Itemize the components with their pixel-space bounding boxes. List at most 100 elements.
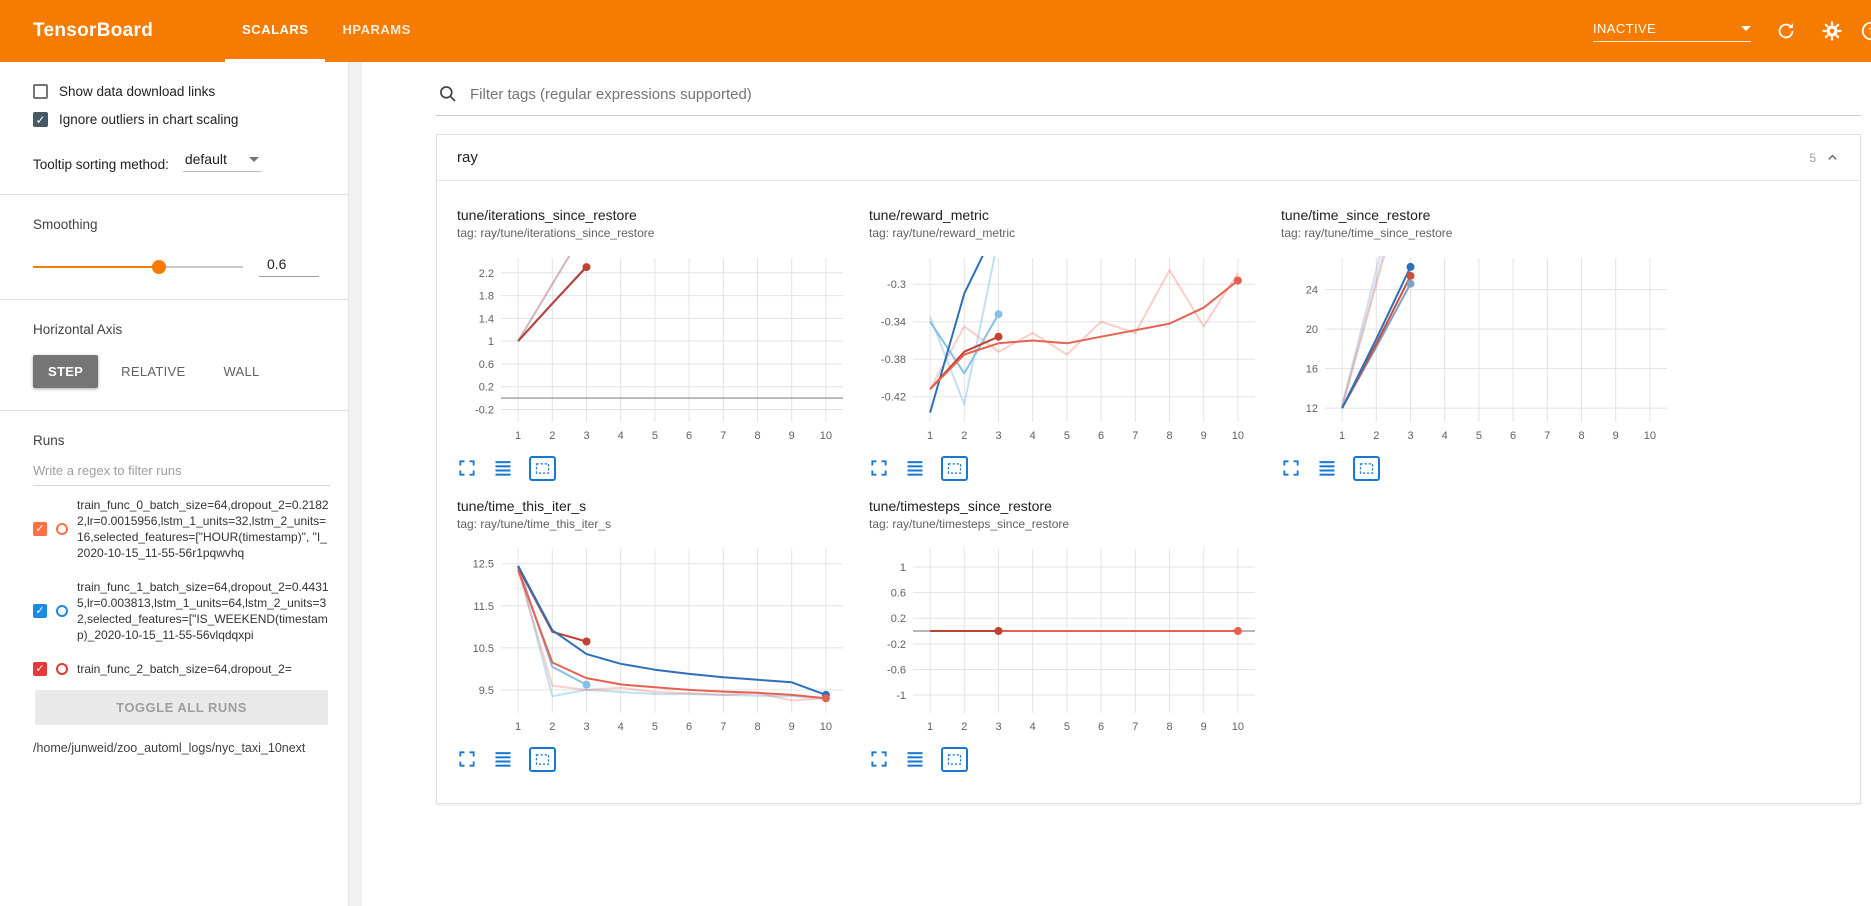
scrollbar[interactable] xyxy=(348,62,362,906)
topbar: TensorBoard SCALARS HPARAMS INACTIVE xyxy=(0,0,1871,62)
toggle-all-runs-button[interactable]: TOGGLE ALL RUNS xyxy=(35,690,328,725)
fullscreen-icon[interactable] xyxy=(1281,458,1301,478)
chart-plot[interactable]: 1 2 3 4 5 6 7 8 9 10 -0.2 0.2 0.6 1 1.4 1.8 2.2 xyxy=(457,250,849,450)
axis-button-relative[interactable]: RELATIVE xyxy=(121,364,186,379)
fullscreen-icon[interactable] xyxy=(457,458,477,478)
svg-text:3: 3 xyxy=(1407,430,1413,442)
svg-text:1.4: 1.4 xyxy=(479,313,494,325)
run-list: ✓ train_func_0_batch_size=64,dropout_2=0.… xyxy=(33,488,330,688)
fullscreen-icon[interactable] xyxy=(869,458,889,478)
svg-text:9: 9 xyxy=(789,721,795,733)
sidebar-checkbox-row[interactable]: ✓ Ignore outliers in chart scaling xyxy=(33,112,330,127)
run-color-radio[interactable] xyxy=(56,605,68,617)
sidebar: Show data download links ✓ Ignore outliers… xyxy=(0,62,348,906)
smoothing-value[interactable]: 0.6 xyxy=(259,256,319,277)
run-item[interactable]: ✓ train_func_0_batch_size=64,dropout_2=0.… xyxy=(33,488,330,570)
search-icon xyxy=(438,84,458,104)
tag-group-header[interactable]: ray 5 xyxy=(437,135,1860,181)
svg-text:1: 1 xyxy=(900,562,906,574)
chevron-up-icon[interactable] xyxy=(1825,150,1840,165)
expand-lines-icon[interactable] xyxy=(493,749,513,769)
expand-lines-icon[interactable] xyxy=(905,749,925,769)
run-selector-icon[interactable] xyxy=(941,455,968,481)
run-selector-icon[interactable] xyxy=(529,746,556,772)
axis-button-wall[interactable]: WALL xyxy=(223,364,260,379)
expand-lines-icon[interactable] xyxy=(493,458,513,478)
run-checkbox[interactable]: ✓ xyxy=(33,604,47,618)
run-color-radio[interactable] xyxy=(56,663,68,675)
checkbox-icon[interactable]: ✓ xyxy=(33,112,48,127)
sidebar-checkbox-row[interactable]: Show data download links xyxy=(33,84,330,99)
svg-text:11.5: 11.5 xyxy=(473,601,494,613)
run-checkbox[interactable]: ✓ xyxy=(33,662,47,676)
refresh-icon[interactable] xyxy=(1775,20,1797,42)
svg-text:2: 2 xyxy=(961,721,967,733)
svg-text:-0.42: -0.42 xyxy=(881,392,906,404)
svg-text:6: 6 xyxy=(686,721,692,733)
svg-text:3: 3 xyxy=(995,430,1001,442)
divider xyxy=(0,410,348,411)
fullscreen-icon[interactable] xyxy=(869,749,889,769)
tag-filter-input[interactable] xyxy=(470,85,1859,103)
tab-scalars[interactable]: SCALARS xyxy=(225,0,326,62)
chart-iterations_since_restore: tune/iterations_since_restore tag: ray/tu… xyxy=(457,207,859,482)
run-color-radio[interactable] xyxy=(56,523,68,535)
tooltip-sorting-select[interactable]: default xyxy=(182,151,261,172)
svg-text:1: 1 xyxy=(927,721,933,733)
run-filter-input[interactable] xyxy=(33,463,330,486)
help-icon[interactable]: ? xyxy=(1860,20,1871,42)
svg-text:7: 7 xyxy=(1132,721,1138,733)
runs-label: Runs xyxy=(33,433,65,448)
run-item[interactable]: ✓ train_func_2_batch_size=64,dropout_2= xyxy=(33,652,330,686)
run-selector-icon[interactable] xyxy=(941,746,968,772)
chart-toolbar xyxy=(869,745,1271,773)
chart-plot[interactable]: 1 2 3 4 5 6 7 8 9 10 -0.42 -0.38 -0.34 -0.3 xyxy=(869,250,1261,450)
gear-icon[interactable] xyxy=(1821,20,1843,42)
fullscreen-icon[interactable] xyxy=(457,749,477,769)
svg-text:?: ? xyxy=(1868,27,1871,38)
chart-count: 5 xyxy=(1809,150,1816,165)
chart-title: tune/iterations_since_restore xyxy=(457,207,637,223)
tag-group-meta: 5 xyxy=(1809,150,1840,165)
chart-plot[interactable]: 1 2 3 4 5 6 7 8 9 10 9.5 10.5 11.5 12.5 xyxy=(457,541,849,741)
chart-plot[interactable]: 1 2 3 4 5 6 7 8 9 10 -1 -0.6 -0.2 0.2 0.6 1 xyxy=(869,541,1261,741)
svg-text:10: 10 xyxy=(1232,430,1244,442)
run-selector-icon[interactable] xyxy=(529,455,556,481)
svg-text:3: 3 xyxy=(995,721,1001,733)
svg-text:2: 2 xyxy=(549,430,555,442)
chart-toolbar xyxy=(1281,454,1683,482)
svg-text:-0.34: -0.34 xyxy=(881,317,906,329)
horizontal-axis-buttons: STEP RELATIVE WALL xyxy=(33,355,330,388)
smoothing-label: Smoothing xyxy=(33,217,98,232)
run-selector-icon[interactable] xyxy=(1353,455,1380,481)
axis-button-step[interactable]: STEP xyxy=(33,355,99,388)
svg-text:8: 8 xyxy=(1166,430,1172,442)
svg-text:7: 7 xyxy=(720,721,726,733)
run-name: train_func_0_batch_size=64,dropout_2=0.2… xyxy=(77,498,329,560)
status-dropdown[interactable]: INACTIVE xyxy=(1593,21,1751,42)
checkbox-icon[interactable] xyxy=(33,84,48,99)
chart-tag: tag: ray/tune/time_this_iter_s xyxy=(457,517,612,531)
chart-time_since_restore: tune/time_since_restore tag: ray/tune/tim… xyxy=(1281,207,1683,482)
svg-text:4: 4 xyxy=(1442,430,1448,442)
tab-hparams[interactable]: HPARAMS xyxy=(342,22,411,37)
divider xyxy=(0,194,348,195)
svg-text:9.5: 9.5 xyxy=(479,685,494,697)
svg-text:10: 10 xyxy=(820,721,832,733)
svg-text:-1: -1 xyxy=(896,690,906,702)
svg-text:5: 5 xyxy=(1064,430,1070,442)
run-checkbox[interactable]: ✓ xyxy=(33,522,47,536)
svg-text:4: 4 xyxy=(618,721,624,733)
expand-lines-icon[interactable] xyxy=(905,458,925,478)
run-item[interactable]: ✓ train_func_1_batch_size=64,dropout_2=0.… xyxy=(33,570,330,652)
chart-title: tune/time_since_restore xyxy=(1281,207,1431,223)
svg-text:9: 9 xyxy=(1613,430,1619,442)
expand-lines-icon[interactable] xyxy=(1317,458,1337,478)
svg-text:4: 4 xyxy=(618,430,624,442)
smoothing-slider[interactable] xyxy=(33,259,243,274)
slider-thumb[interactable] xyxy=(152,259,166,274)
svg-text:1: 1 xyxy=(488,336,494,348)
chart-time_this_iter_s: tune/time_this_iter_s tag: ray/tune/time_… xyxy=(457,498,859,773)
sidebar-checkbox-list: Show data download links ✓ Ignore outliers… xyxy=(33,84,330,127)
